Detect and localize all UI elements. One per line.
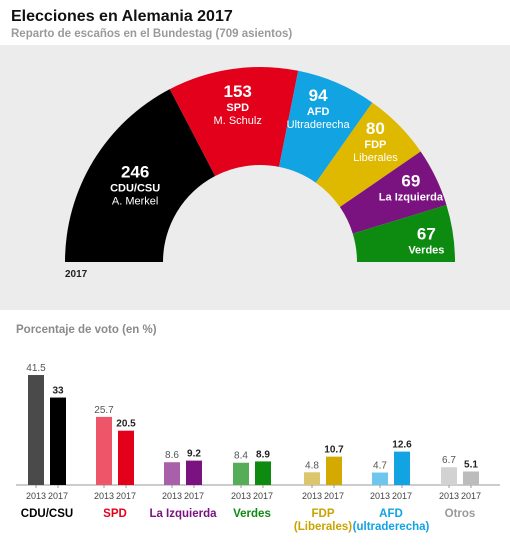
bar-spd-2013 [96,416,112,485]
bar-spd-2017 [118,430,134,485]
category-label-fdp-liberales: (Liberales) [294,521,352,533]
bar-value-afd-ultraderecha-2017: 12.6 [392,440,412,451]
bar-value-verdes-2017: 8.9 [256,449,270,460]
bar-otros-2013 [441,467,457,485]
bar-value-fdp-liberales-2017: 10.7 [324,445,344,456]
tick-label-fdp-liberales-2013: 2013 [302,491,322,501]
bar-cdu-csu-2013 [28,375,44,485]
seat-slice-la-izquierda [339,151,447,234]
seat-count-spd: 153 [224,82,252,101]
tick-label-spd-2013: 2013 [94,491,114,501]
seat-party-spd: SPD [226,102,249,114]
chart-subtitle: Reparto de escaños en el Bundestag (709 … [11,28,293,40]
tick-label-la-izquierda-2017: 2017 [184,491,204,501]
tick-label-verdes-2017: 2017 [253,491,273,501]
bar-value-verdes-2013: 8.4 [234,451,248,462]
seat-count-afd: 94 [309,86,328,105]
seat-party-fdp: FDP [364,139,386,151]
tick-label-verdes-2013: 2013 [231,491,251,501]
bar-value-cdu-csu-2017: 33 [52,386,64,397]
seat-slice-spd [169,67,299,176]
seat-detail-fdp: Liberales [353,152,398,164]
seat-party-afd: AFD [307,106,330,118]
bar-verdes-2017 [255,461,271,485]
vote-share-title: Porcentaje de voto (en %) [16,324,157,336]
seat-detail-afd: Ultraderecha [287,119,351,131]
tick-label-afd-ultraderecha-2013: 2013 [370,491,390,501]
bar-value-spd-2017: 20.5 [116,419,136,430]
seat-count-cdu-csu: 246 [121,162,149,181]
category-label-otros: Otros [445,508,476,520]
seat-chart-year-label: 2017 [65,269,88,280]
bar-otros-2017 [463,471,479,485]
category-label-la-izquierda: La Izquierda [149,508,217,520]
vote-share-panel: Porcentaje de voto (en %) 41.5 2013 33 2017 C… [0,310,510,550]
bar-value-fdp-liberales-2013: 4.8 [305,460,319,471]
seat-party-la-izquierda: La Izquierda [379,192,444,204]
bar-cdu-csu-2017 [50,397,66,485]
bar-verdes-2013 [233,462,249,485]
bar-afd-ultraderecha-2013 [372,472,388,485]
category-label-fdp-liberales: FDP [312,508,335,520]
category-label-spd: SPD [103,508,127,520]
seat-slice-cdu-csu [65,89,216,262]
bar-value-afd-ultraderecha-2013: 4.7 [373,461,387,472]
seat-count-la-izquierda: 69 [401,172,420,191]
category-label-verdes: Verdes [233,508,271,520]
seat-count-verdes: 67 [417,225,436,244]
bar-value-la-izquierda-2013: 8.6 [165,450,179,461]
tick-label-spd-2017: 2017 [116,491,136,501]
category-label-afd-ultraderecha: AFD [379,508,403,520]
vote-share-chart: Porcentaje de voto (en %) 41.5 2013 33 2017 C… [16,324,500,533]
bar-fdp-liberales-2013 [304,472,320,485]
bar-fdp-liberales-2017 [326,456,342,485]
bar-value-la-izquierda-2017: 9.2 [187,449,201,460]
seat-detail-cdu-csu: A. Merkel [112,195,158,207]
tick-label-otros-2017: 2017 [461,491,481,501]
bar-la-izquierda-2013 [164,462,180,485]
tick-label-la-izquierda-2013: 2013 [162,491,182,501]
bar-afd-ultraderecha-2017 [394,451,410,485]
bar-value-otros-2017: 5.1 [464,459,478,470]
chart-title: Elecciones en Alemania 2017 [11,8,233,25]
tick-label-otros-2013: 2013 [439,491,459,501]
seat-party-verdes: Verdes [408,245,444,257]
category-label-cdu-csu: CDU/CSU [21,508,73,520]
seat-distribution-panel: 246 CDU/CSU A. Merkel 153 SPD M. Schulz 94 AFD U… [0,45,510,310]
category-label-afd-ultraderecha: (ultraderecha) [353,521,430,533]
bar-value-spd-2013: 25.7 [94,405,114,416]
seat-slice-afd [279,70,373,183]
seat-count-fdp: 80 [366,119,385,138]
bar-value-cdu-csu-2013: 41.5 [26,363,46,374]
seat-slice-verdes [352,204,455,262]
bar-value-otros-2013: 6.7 [442,455,456,466]
tick-label-cdu-csu-2013: 2013 [26,491,46,501]
bar-la-izquierda-2017 [186,460,202,485]
seat-slice-fdp [315,102,421,208]
tick-label-cdu-csu-2017: 2017 [48,491,68,501]
seat-detail-spd: M. Schulz [214,115,262,127]
tick-label-afd-ultraderecha-2017: 2017 [392,491,412,501]
seat-party-cdu-csu: CDU/CSU [110,182,160,194]
tick-label-fdp-liberales-2017: 2017 [324,491,344,501]
